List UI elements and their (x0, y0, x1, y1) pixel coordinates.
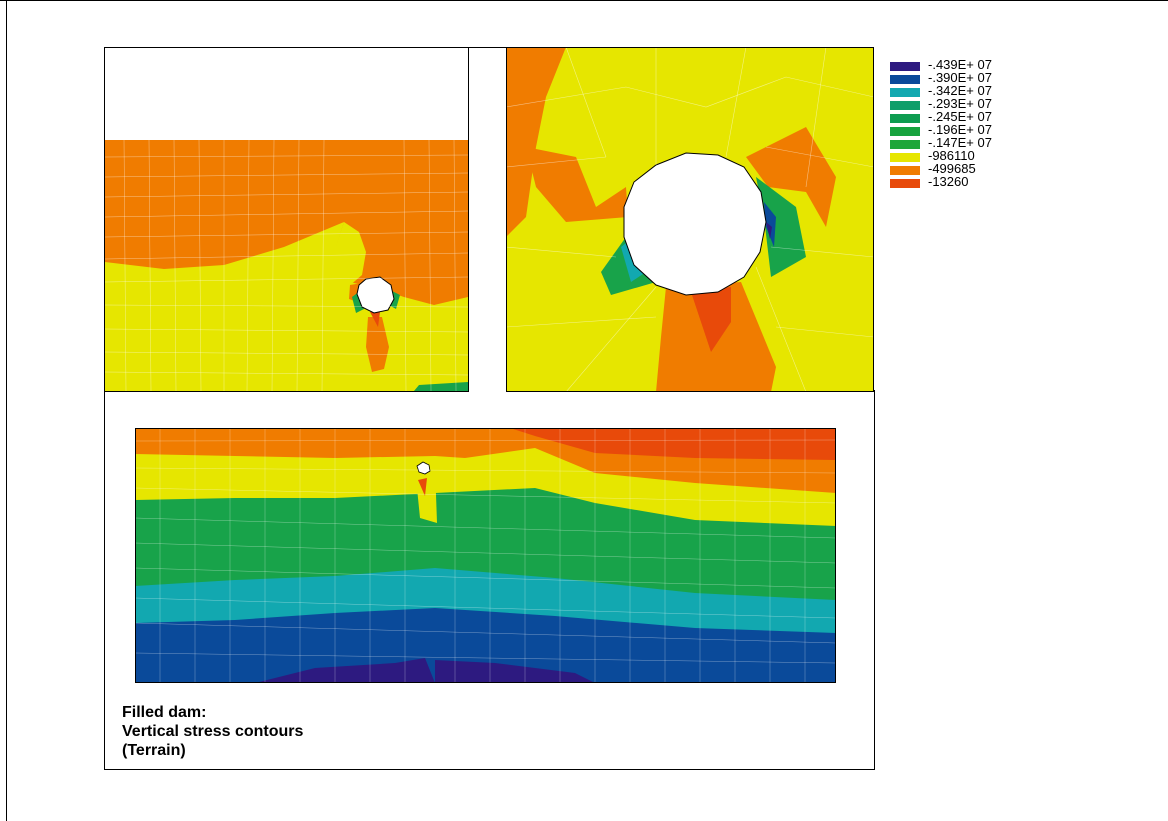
mid-zoom-orange-upper (105, 140, 468, 305)
legend-swatch (890, 114, 920, 123)
legend-label: -499685 (928, 161, 976, 176)
close-up-orange-left-band (506, 47, 566, 237)
close-up-purple-right (766, 222, 772, 239)
close-up-orange-right-arm (746, 127, 836, 227)
terrain-tunnel-opening (416, 461, 431, 475)
caption-line-3: (Terrain) (122, 742, 186, 759)
legend-label: -.342E+ 07 (928, 83, 992, 98)
mid-zoom-contour-panel (104, 47, 469, 392)
figure-frame-top-link (468, 47, 508, 48)
legend-swatch (890, 75, 920, 84)
legend-label: -.439E+ 07 (928, 57, 992, 72)
close-up-redorange-core (691, 287, 731, 352)
close-up-mesh (506, 47, 874, 392)
caption-line-2: Vertical stress contours (122, 723, 304, 740)
terrain-redorange-stem (418, 478, 427, 496)
close-up-orange-left-arm (526, 147, 628, 222)
close-up-blue-right (764, 202, 776, 247)
close-up-green-right (756, 177, 806, 277)
close-up-frame (506, 47, 874, 392)
mid-zoom-tunnel-opening (356, 276, 395, 314)
legend-swatch (890, 153, 920, 162)
figure-frame-bottom (104, 769, 875, 770)
mid-zoom-orange-stem (366, 317, 389, 372)
terrain-contour-svg (135, 428, 836, 683)
figure-caption: Filled dam: Vertical stress contours (Te… (122, 703, 303, 760)
caption-line-1: Filled dam: (122, 704, 207, 721)
terrain-contour-panel (135, 428, 836, 683)
mid-zoom-green-corner (414, 382, 468, 391)
legend-label: -.293E+ 07 (928, 96, 992, 111)
close-up-contour-panel (506, 47, 874, 392)
figure-frame-left (104, 390, 105, 770)
figure-frame-right (874, 390, 875, 770)
legend-swatch (890, 166, 920, 175)
legend-swatch (890, 101, 920, 110)
close-up-tunnel-opening (623, 152, 767, 296)
legend-label: -.196E+ 07 (928, 122, 992, 137)
legend-swatch (890, 62, 920, 71)
mid-zoom-contour-svg (104, 47, 469, 392)
close-up-contour-svg (506, 47, 874, 392)
terrain-purple-pocket-left (255, 658, 435, 683)
mid-zoom-redorange-stem (370, 312, 380, 327)
mid-zoom-orange-lobe (334, 222, 366, 287)
legend-label: -.245E+ 07 (928, 109, 992, 124)
outer-frame-left (6, 0, 7, 821)
terrain-redorange-band (510, 428, 836, 460)
legend-swatch (890, 88, 920, 97)
legend-label: -.147E+ 07 (928, 135, 992, 150)
legend-swatch (890, 179, 920, 188)
legend-label: -.390E+ 07 (928, 70, 992, 85)
legend-label: -986110 (928, 148, 975, 163)
legend-swatch (890, 140, 920, 149)
terrain-frame (135, 428, 836, 683)
legend-label: -13260 (928, 174, 969, 189)
mid-zoom-mesh (104, 139, 469, 392)
terrain-mesh (135, 428, 836, 683)
outer-frame-top (0, 0, 1168, 1)
terrain-purple-pocket-right (435, 660, 595, 683)
legend-swatch (890, 127, 920, 136)
